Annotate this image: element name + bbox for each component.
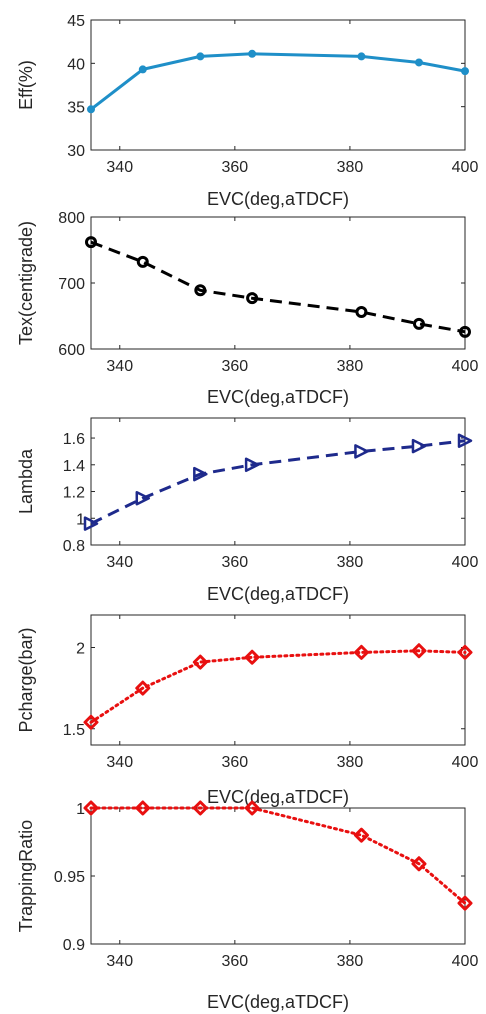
- x-tick-label: 400: [452, 754, 479, 771]
- data-point: [457, 644, 473, 660]
- y-tick-label: 30: [67, 143, 85, 160]
- series-line: [90, 240, 466, 334]
- plot-area: [90, 614, 466, 746]
- series-line: [89, 649, 467, 724]
- x-tick-label: 380: [337, 754, 364, 771]
- data-point: [192, 800, 208, 816]
- x-tick-label: 360: [221, 953, 248, 970]
- plot-area: [90, 417, 466, 546]
- y-tick-label: 1.4: [63, 458, 85, 475]
- data-point: [85, 236, 97, 249]
- data-point: [192, 654, 208, 670]
- x-tick-label: 340: [106, 554, 133, 571]
- x-tick-label: 360: [221, 554, 248, 571]
- x-tick-label: 400: [452, 953, 479, 970]
- x-axis-label: EVC(deg,aTDCF): [207, 992, 349, 1012]
- data-point: [244, 457, 260, 473]
- y-tick-label: 1: [76, 511, 85, 528]
- data-point: [196, 52, 205, 61]
- data-point: [355, 306, 368, 319]
- y-tick-label: 35: [67, 100, 85, 117]
- subplot-1: 340 360 380 400 30 35 40 45 EVC(deg,aTDCF) Eff(%): [16, 13, 478, 209]
- data-point: [83, 714, 99, 730]
- y-axis-label: Eff(%): [16, 60, 36, 110]
- y-axis-label: Lambda: [16, 448, 36, 514]
- x-tick-label: 340: [106, 953, 133, 970]
- x-tick-label: 400: [452, 358, 479, 375]
- data-point: [135, 490, 151, 506]
- data-point: [244, 649, 260, 665]
- y-tick-label: 45: [67, 13, 85, 30]
- data-point: [83, 800, 99, 816]
- data-point: [411, 438, 427, 454]
- y-tick-label: 1: [76, 801, 85, 818]
- x-tick-label: 340: [106, 358, 133, 375]
- x-axis-label: EVC(deg,aTDCF): [207, 584, 349, 604]
- y-tick-label: 800: [58, 210, 85, 227]
- data-point: [136, 255, 149, 268]
- data-point: [353, 644, 369, 660]
- y-tick-label: 40: [67, 56, 85, 73]
- subplot-3: 340 360 380 400 0.8 1 1.2 1.4 1.6 EVC(deg,aTDCF) L…: [16, 417, 479, 604]
- x-axis-label: EVC(deg,aTDCF): [207, 189, 349, 209]
- x-axis-label: EVC(deg,aTDCF): [207, 387, 349, 407]
- data-point: [411, 643, 427, 659]
- subplot-5: 340 360 380 400 0.9 0.95 1 EVC(deg,aTDCF) Trappi…: [16, 800, 479, 1012]
- data-point: [244, 800, 260, 816]
- data-point: [135, 680, 151, 696]
- data-point: [412, 317, 425, 330]
- y-tick-label: 2: [76, 641, 85, 658]
- data-point: [135, 800, 151, 816]
- plot-area: [90, 19, 466, 151]
- x-tick-label: 400: [452, 159, 479, 176]
- data-point: [353, 827, 369, 843]
- y-axis-label: Tex(centigrade): [16, 221, 36, 345]
- data-point: [246, 292, 259, 305]
- data-point: [83, 516, 99, 531]
- data-point: [248, 49, 257, 58]
- x-tick-label: 360: [221, 754, 248, 771]
- x-tick-label: 340: [106, 754, 133, 771]
- y-tick-label: 1.2: [63, 485, 85, 502]
- y-tick-label: 0.9: [63, 937, 85, 954]
- y-tick-label: 1.6: [63, 431, 85, 448]
- plot-area: [90, 216, 466, 350]
- data-point: [457, 433, 473, 448]
- plot-area: [90, 807, 466, 945]
- x-axis-label: EVC(deg,aTDCF): [207, 787, 349, 807]
- subplot-4: 340 360 380 400 1.5 2 EVC(deg,aTDCF) Pcharge(ba…: [16, 614, 479, 807]
- y-tick-label: 600: [58, 342, 85, 359]
- data-point: [354, 444, 369, 459]
- data-point: [411, 856, 427, 872]
- x-tick-label: 380: [337, 159, 364, 176]
- y-tick-label: 0.8: [63, 538, 85, 555]
- y-tick-label: 0.95: [54, 869, 85, 886]
- subplot-2: 340 360 380 400 600 700 800 EVC(deg,aTDCF) Tex(c…: [16, 210, 478, 407]
- y-axis-label: Pcharge(bar): [16, 627, 36, 732]
- x-tick-label: 360: [221, 159, 248, 176]
- data-point: [138, 65, 147, 74]
- data-point: [461, 67, 469, 76]
- data-point: [193, 466, 208, 482]
- x-tick-label: 340: [106, 159, 133, 176]
- data-point: [357, 52, 366, 61]
- data-point: [414, 58, 423, 67]
- x-tick-label: 400: [452, 554, 479, 571]
- data-point: [457, 895, 473, 911]
- data-point: [194, 284, 207, 297]
- x-tick-label: 380: [337, 358, 364, 375]
- series-line: [90, 439, 466, 525]
- y-axis-label: TrappingRatio: [16, 820, 36, 932]
- x-tick-label: 360: [221, 358, 248, 375]
- data-point: [87, 105, 95, 114]
- x-tick-label: 380: [337, 953, 364, 970]
- x-tick-label: 380: [337, 554, 364, 571]
- y-tick-label: 700: [58, 276, 85, 293]
- data-point: [459, 325, 471, 338]
- series-line: [89, 806, 467, 905]
- y-tick-label: 1.5: [63, 722, 85, 739]
